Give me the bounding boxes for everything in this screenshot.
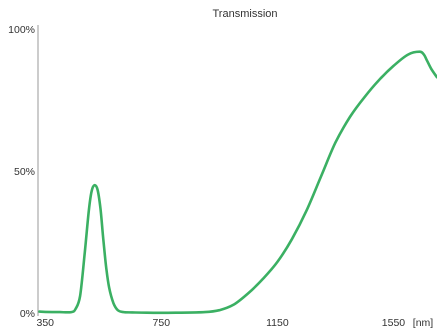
- transmission-series-line: [38, 50, 437, 315]
- y-tick-label: 100%: [8, 24, 35, 36]
- x-axis-unit-label: [nm]: [413, 317, 434, 328]
- x-tick-label: 1550: [382, 317, 406, 328]
- y-axis-ticks: 0% 50% 100%: [8, 24, 35, 320]
- x-axis-ticks: 350 750 1150 1550: [36, 317, 405, 328]
- x-tick-label: 750: [153, 317, 171, 328]
- x-tick-label: 350: [36, 317, 54, 328]
- x-tick-label: 1150: [266, 317, 289, 328]
- chart-title: Transmission: [213, 8, 278, 20]
- y-tick-label: 0%: [20, 308, 35, 320]
- y-tick-label: 50%: [14, 166, 35, 178]
